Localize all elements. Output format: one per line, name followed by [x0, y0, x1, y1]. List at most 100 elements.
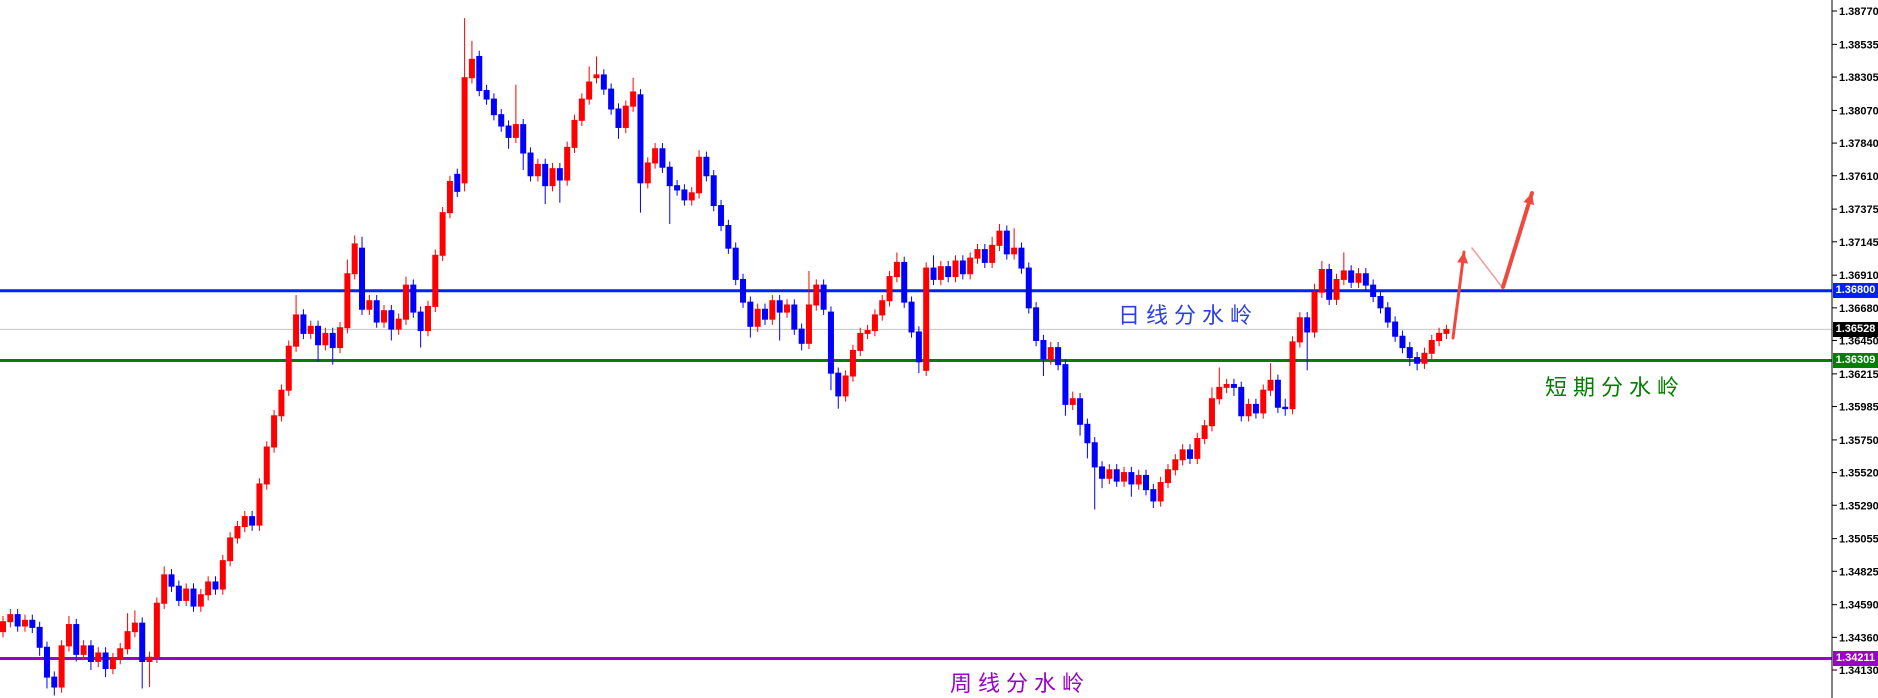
candle-body [234, 526, 241, 539]
annotation-short-term-watershed[interactable]: 短期分水岭 [1545, 375, 1686, 400]
candle-body [893, 261, 900, 278]
candle-body [1179, 449, 1186, 461]
candle-body [476, 55, 483, 92]
axis-tick-label: 1.38770 [1839, 6, 1878, 18]
candle-body [117, 648, 124, 660]
candle-body [1421, 352, 1428, 364]
candle-body [124, 631, 131, 650]
candle-body [666, 166, 673, 187]
candle-body [1223, 384, 1230, 388]
candle-body [652, 148, 659, 164]
candle-body [769, 300, 776, 320]
candle-body [805, 304, 812, 344]
axis-tick-label: 1.35985 [1839, 402, 1878, 414]
candle-body [937, 266, 944, 280]
axis-tick-label: 1.34130 [1839, 665, 1878, 677]
candle-body [608, 88, 615, 110]
candle-body [1260, 389, 1267, 414]
candle-body [630, 91, 637, 107]
candle-body [915, 331, 922, 363]
axis-tick-label: 1.34825 [1839, 566, 1878, 578]
candle-body [571, 119, 578, 148]
candle-body [483, 90, 490, 100]
candle-body [65, 624, 72, 647]
axis-tick-label: 1.36680 [1839, 303, 1878, 315]
candle-body [901, 261, 908, 303]
annotation-weekly-watershed[interactable]: 周线分水岭 [950, 671, 1091, 696]
projection-arrow-up-1[interactable] [1451, 250, 1466, 340]
candle-body [29, 619, 36, 628]
price-tag-daily-watershed: 1.36800 [1833, 283, 1878, 299]
candle-body [146, 656, 153, 662]
axis-tick-label: 1.36450 [1839, 336, 1878, 348]
candle-body [732, 247, 739, 280]
candle-body [923, 267, 930, 371]
candle-body [58, 645, 65, 688]
candle-body [1025, 267, 1032, 309]
candle-body [1069, 398, 1076, 405]
candle-body [95, 652, 102, 662]
candle-body [725, 224, 732, 249]
projection-pullback-line[interactable] [1471, 247, 1503, 288]
axis-tick-label: 1.36910 [1839, 270, 1878, 282]
candle-body [747, 301, 754, 327]
annotation-daily-watershed[interactable]: 日线分水岭 [1118, 303, 1259, 328]
candle-body [161, 574, 168, 604]
candle-body [718, 205, 725, 226]
axis-tick-label: 1.37145 [1839, 237, 1878, 249]
candle-body [498, 114, 505, 127]
candle-body [930, 267, 937, 280]
candle-body [1091, 442, 1098, 468]
candle-body [1252, 403, 1259, 414]
candle-body [1406, 347, 1413, 359]
candle-body [615, 108, 622, 128]
candle-body [871, 314, 878, 332]
candle-body [153, 602, 160, 658]
candle-body [351, 243, 358, 275]
candle-body [366, 300, 373, 310]
candle-body [337, 327, 344, 349]
candle-body [1370, 284, 1377, 297]
candle-body [1245, 403, 1252, 417]
axis-tick-label: 1.35520 [1839, 468, 1878, 480]
candle-body [1099, 466, 1106, 479]
candle-body [102, 652, 109, 670]
candle-body [293, 314, 300, 347]
axis-tick-label: 1.37375 [1839, 204, 1878, 216]
candle-body [36, 626, 43, 648]
axis-tick-label: 1.34590 [1839, 600, 1878, 612]
candle-body [1208, 398, 1215, 427]
price-tag-short-term-watershed: 1.36309 [1833, 353, 1878, 369]
candle-body [505, 125, 512, 138]
candle-body [798, 328, 805, 344]
candle-body [1055, 347, 1062, 366]
candle-body [256, 483, 263, 526]
candle-body [1113, 469, 1120, 482]
candle-body [1194, 437, 1201, 459]
candle-body [959, 260, 966, 275]
candle-body [373, 300, 380, 323]
projection-arrow-up-2[interactable] [1501, 191, 1534, 289]
candle-body [183, 588, 190, 601]
candle-body [520, 124, 527, 154]
candle-body [395, 318, 402, 330]
candle-body [1414, 357, 1421, 364]
candle-body [527, 152, 534, 177]
candle-body [1348, 270, 1355, 283]
candle-body [205, 581, 212, 596]
candle-body [1282, 406, 1289, 410]
candle-body [410, 284, 417, 313]
axis-tick-label: 1.36215 [1839, 369, 1878, 381]
candle-body [981, 249, 988, 263]
candle-body [578, 98, 585, 121]
candle-body [285, 345, 292, 391]
candle-body [1362, 273, 1369, 286]
candle-body [754, 308, 761, 327]
candle-body [424, 305, 431, 332]
candle-body [1392, 321, 1399, 337]
candle-body [168, 574, 175, 587]
candle-body [1033, 307, 1040, 341]
candle-body [974, 249, 981, 259]
candle-body [637, 94, 644, 184]
